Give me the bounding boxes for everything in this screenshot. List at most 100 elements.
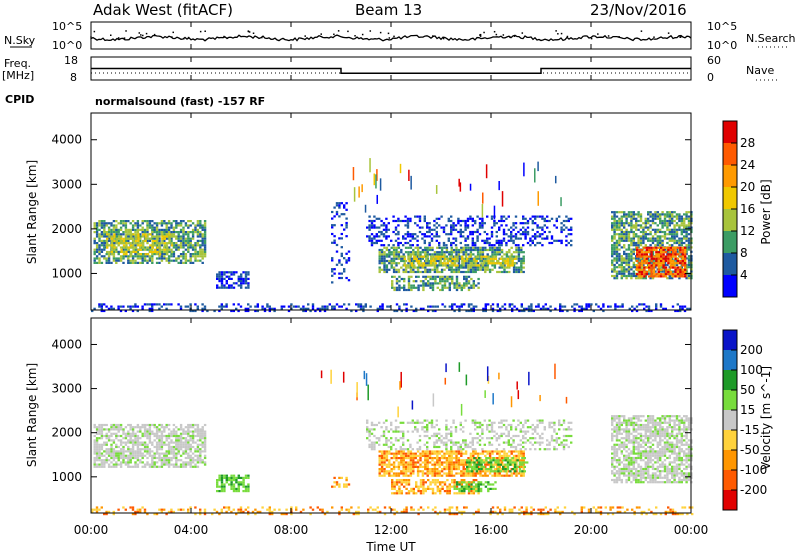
- velocity-cell: [163, 434, 166, 438]
- power-cell: [98, 222, 101, 225]
- velocity-cell: [95, 448, 99, 451]
- power-cell: [534, 217, 537, 220]
- power-cell: [627, 246, 631, 249]
- power-cell: [151, 244, 154, 247]
- power-cell: [100, 250, 104, 253]
- velocity-cell: [512, 434, 515, 438]
- power-cell: [467, 305, 471, 308]
- power-cell: [122, 255, 125, 258]
- power-cell: [520, 257, 523, 260]
- power-cell: [471, 230, 474, 234]
- power-cell: [144, 237, 147, 240]
- power-cell: [175, 231, 178, 234]
- power-cell: [683, 241, 686, 245]
- power-cell: [562, 224, 566, 227]
- noise-search-point: [140, 34, 142, 36]
- power-cell: [644, 237, 647, 240]
- velocity-cell: [242, 490, 245, 493]
- velocity-cell: [416, 441, 419, 444]
- velocity-cell: [534, 441, 537, 444]
- power-cell: [429, 282, 432, 285]
- velocity-cell: [435, 432, 438, 435]
- power-cell: [201, 307, 204, 310]
- power-cell: [191, 222, 195, 225]
- power-cell: [447, 237, 450, 240]
- power-cell: [657, 268, 660, 271]
- power-cell: [443, 280, 447, 283]
- power-cell: [444, 257, 447, 260]
- velocity-cell: [194, 441, 197, 444]
- power-cell: [141, 257, 144, 260]
- power-cell: [184, 222, 188, 225]
- velocity-cell: [230, 485, 233, 488]
- power-cell: [661, 226, 664, 229]
- power-cell: [657, 262, 660, 265]
- velocity-cell: [450, 430, 453, 433]
- velocity-cell: [399, 445, 402, 449]
- power-cell: [517, 237, 520, 240]
- power-cell: [311, 307, 315, 310]
- power-cell: [244, 282, 248, 285]
- power-cell: [660, 262, 663, 265]
- power-cell: [681, 248, 684, 252]
- power-cell: [655, 246, 658, 249]
- power-cell: [469, 257, 473, 260]
- power-cell: [507, 239, 510, 242]
- power-cell: [494, 255, 498, 258]
- velocity-cell: [179, 423, 183, 427]
- power-cell: [499, 264, 502, 267]
- power-cell: [331, 274, 334, 277]
- power-cell: [455, 246, 458, 249]
- velocity-cell: [481, 423, 484, 427]
- power-cell: [522, 226, 525, 229]
- power-cell: [680, 237, 683, 240]
- power-cell: [434, 262, 438, 265]
- power-cell: [385, 230, 388, 234]
- power-cell: [407, 251, 410, 254]
- velocity-cell: [442, 443, 446, 446]
- power-cell: [103, 235, 106, 238]
- velocity-cell: [218, 490, 221, 493]
- power-cell: [476, 268, 480, 271]
- power-cell: [512, 264, 516, 267]
- power-cell: [119, 257, 123, 260]
- power-cell: [167, 228, 171, 231]
- power-cell: [458, 282, 461, 285]
- power-cell: [642, 248, 645, 251]
- velocity-cell: [122, 428, 125, 431]
- velocity-cell: [445, 437, 448, 440]
- power-cell: [500, 239, 503, 242]
- power-cell: [370, 237, 374, 240]
- power-cell: [649, 211, 652, 214]
- power-cell: [469, 259, 473, 263]
- power-cell: [428, 246, 432, 249]
- power-cell: [470, 307, 473, 310]
- velocity-cell: [158, 443, 161, 446]
- power-cell: [676, 268, 680, 271]
- velocity-cell: [139, 441, 142, 444]
- velocity-cell: [112, 465, 116, 468]
- velocity-cell: [127, 465, 130, 468]
- power-cell: [499, 257, 502, 260]
- velocity-cell: [483, 419, 486, 422]
- noise-search-point: [142, 34, 144, 37]
- power-cell: [481, 248, 485, 252]
- noise-search-point: [333, 33, 335, 36]
- power-cell: [508, 303, 511, 306]
- power-cell: [98, 224, 101, 227]
- power-cell: [380, 255, 384, 258]
- velocity-cell: [459, 423, 462, 427]
- velocity-cell: [110, 434, 113, 438]
- power-cell: [613, 244, 616, 247]
- power-cell: [488, 237, 491, 240]
- velocity-cell: [481, 448, 484, 451]
- velocity-cell: [155, 452, 159, 455]
- power-cell: [153, 228, 156, 231]
- power-cell: [148, 224, 152, 227]
- power-cell: [424, 268, 427, 271]
- velocity-cell: [383, 450, 386, 453]
- power-cell: [409, 270, 413, 274]
- power-cell: [122, 233, 125, 236]
- power-cell: [335, 204, 339, 207]
- power-speckle: [458, 178, 460, 187]
